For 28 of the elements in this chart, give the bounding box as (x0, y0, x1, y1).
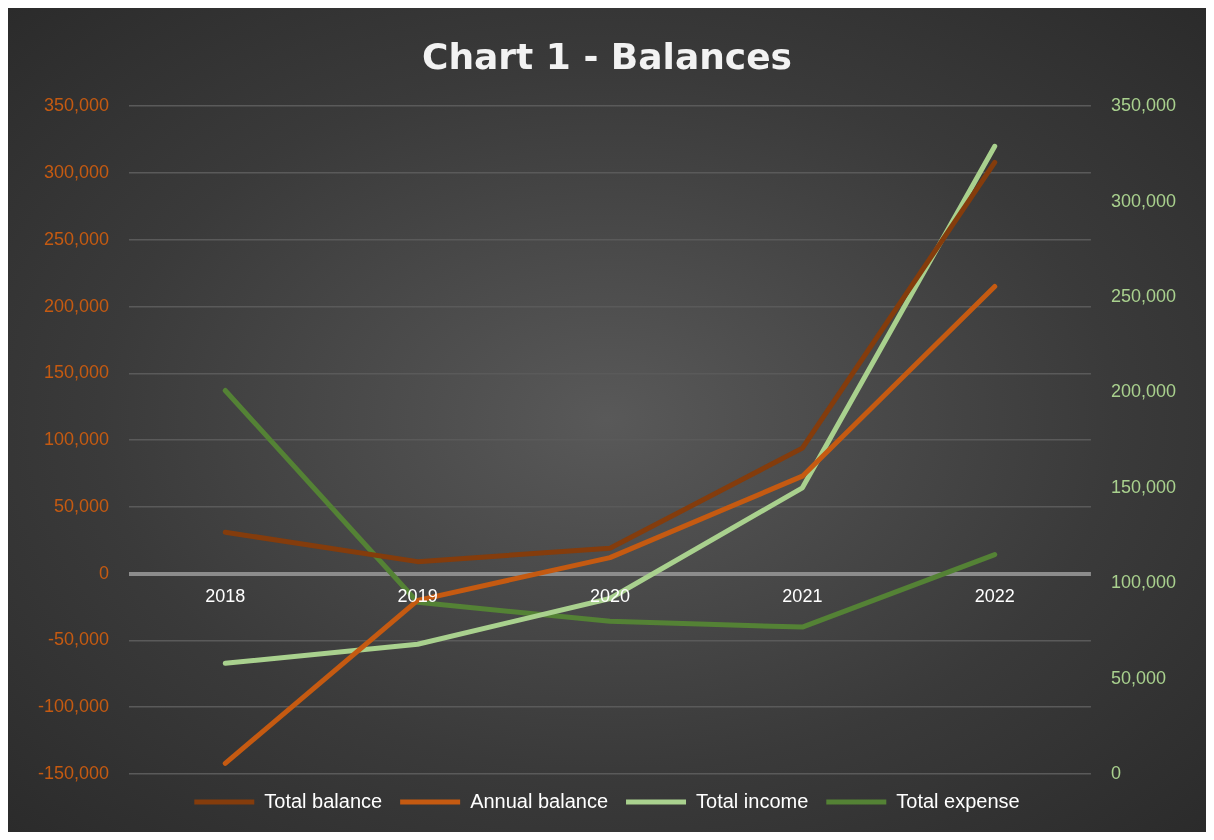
legend-label: Annual balance (470, 789, 609, 812)
y-tick-label: 150,000 (43, 362, 110, 383)
y-tick-label: 250,000 (43, 228, 110, 249)
y2-tick-label: 300,000 (1110, 190, 1177, 211)
y2-tick-label: 50,000 (1110, 667, 1166, 688)
y-tick-label: 0 (99, 562, 110, 583)
y2-tick-label: 250,000 (1110, 285, 1177, 306)
x-tick-label: 2019 (397, 585, 438, 606)
y-tick-label: 50,000 (54, 495, 110, 516)
y-tick-label: 200,000 (43, 295, 110, 316)
y-tick-label: -100,000 (38, 696, 110, 717)
chart-title: Chart 1 - Balances (421, 35, 793, 77)
y-tick-label: 300,000 (43, 161, 110, 182)
x-tick-label: 2022 (974, 585, 1015, 606)
y-tick-label: -150,000 (38, 762, 110, 783)
y2-tick-label: 100,000 (1110, 572, 1177, 593)
legend-label: Total balance (264, 789, 383, 812)
y-tick-label: -50,000 (48, 629, 110, 650)
y2-tick-label: 0 (1110, 762, 1121, 783)
x-tick-label: 2018 (205, 585, 246, 606)
y2-tick-label: 350,000 (1110, 95, 1177, 116)
y2-tick-label: 150,000 (1110, 476, 1177, 497)
legend-label: Total expense (896, 789, 1020, 812)
y-tick-label: 350,000 (43, 95, 110, 116)
y2-tick-label: 200,000 (1110, 381, 1177, 402)
legend-label: Total income (696, 789, 809, 812)
x-tick-label: 2021 (782, 585, 823, 606)
y-tick-label: 100,000 (43, 429, 110, 450)
